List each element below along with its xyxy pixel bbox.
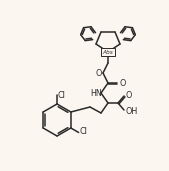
Text: HN: HN (90, 89, 102, 97)
Text: Cl: Cl (80, 127, 88, 136)
Text: Abs: Abs (103, 49, 113, 55)
Text: O: O (126, 90, 132, 100)
Text: OH: OH (126, 107, 138, 115)
Text: O: O (120, 78, 126, 88)
Text: Cl: Cl (58, 91, 66, 101)
Text: O: O (96, 69, 102, 78)
